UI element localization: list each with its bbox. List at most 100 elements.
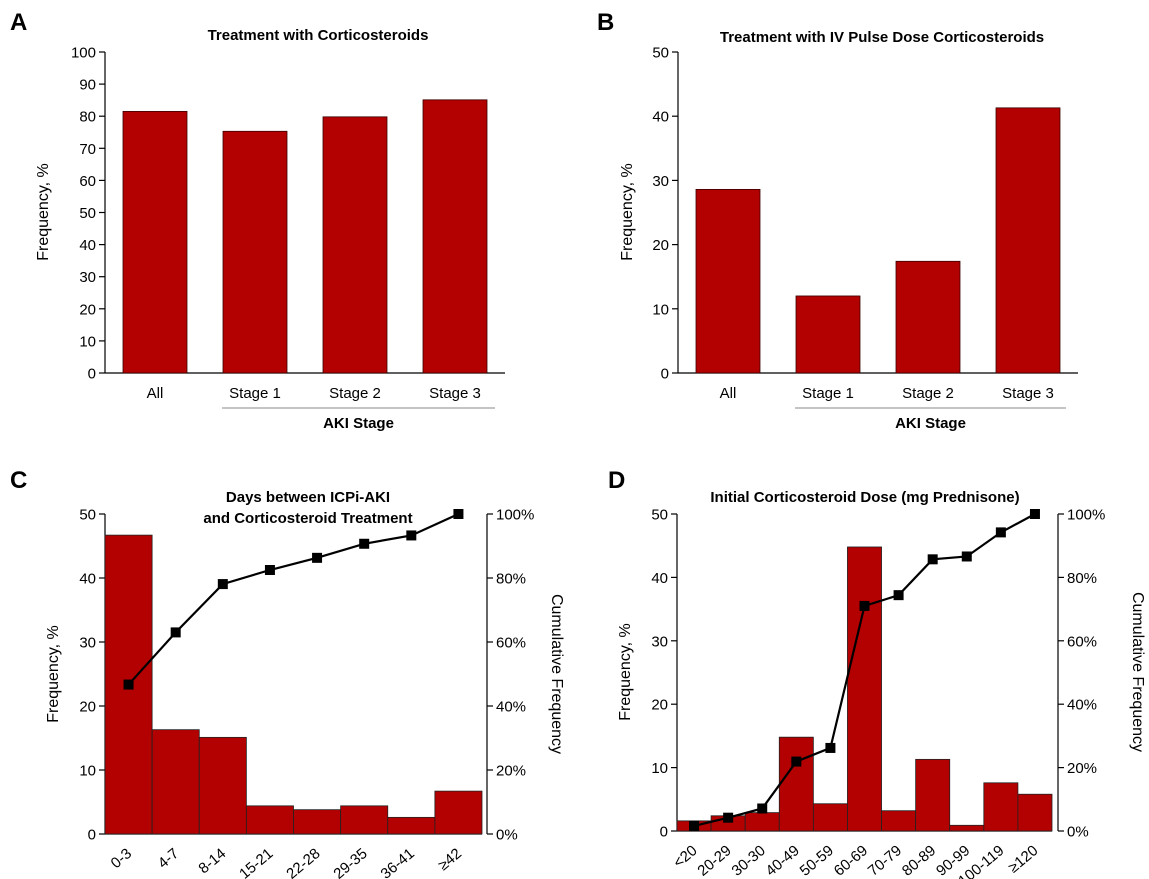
x-tick-label-d: 40-49 bbox=[763, 842, 803, 879]
cumulative-marker-c-3 bbox=[217, 579, 228, 590]
y-axis-label-d: Frequency, % bbox=[617, 623, 634, 721]
y-tick-label-c: 10 bbox=[79, 763, 96, 780]
chart-title-c-line-2: and Corticosteroid Treatment bbox=[203, 510, 412, 527]
x-tick-label-d: 20-29 bbox=[694, 842, 734, 879]
y2-tick-label-d: 60% bbox=[1067, 633, 1097, 650]
y-tick-label-a: 80 bbox=[79, 109, 96, 126]
bar-d-11 bbox=[1017, 793, 1053, 832]
y-tick-label-d: 0 bbox=[660, 824, 668, 841]
y-tick-label-d: 20 bbox=[651, 697, 668, 714]
x-tick-label-a: Stage 2 bbox=[329, 385, 381, 402]
bar-a-2 bbox=[222, 130, 288, 374]
chart-panel-b: Treatment with IV Pulse Dose Corticoster… bbox=[619, 29, 1078, 432]
x-tick-label-d: 30-30 bbox=[728, 842, 768, 879]
bar-d-10 bbox=[983, 782, 1019, 832]
y-tick-label-a: 50 bbox=[79, 205, 96, 222]
x-tick-label-c: 0-3 bbox=[108, 845, 136, 872]
chart-title-c-line-1: Days between ICPi-AKI bbox=[226, 489, 390, 506]
cumulative-marker-c-2 bbox=[170, 627, 181, 638]
x-tick-label-a: Stage 1 bbox=[229, 385, 281, 402]
y2-tick-label-c: 40% bbox=[496, 699, 526, 716]
y2-axis-label-c: Cumulative Frequency bbox=[548, 594, 565, 754]
panel-label-a: A bbox=[10, 9, 27, 36]
y2-tick-label-d: 20% bbox=[1067, 760, 1097, 777]
bar-c-7 bbox=[387, 816, 436, 835]
y-tick-label-d: 30 bbox=[651, 633, 668, 650]
bar-b-1 bbox=[695, 188, 761, 374]
bar-c-3 bbox=[198, 736, 247, 835]
cumulative-marker-d-8 bbox=[927, 554, 938, 565]
cumulative-marker-c-6 bbox=[359, 538, 370, 549]
x-tick-label-b: Stage 2 bbox=[902, 385, 954, 402]
y-tick-label-a: 0 bbox=[88, 366, 96, 383]
x-tick-label-d: 50-59 bbox=[797, 842, 837, 879]
bar-a-4 bbox=[422, 99, 488, 374]
cumulative-marker-d-3 bbox=[757, 803, 768, 814]
y-tick-label-c: 50 bbox=[79, 507, 96, 524]
y-tick-label-d: 10 bbox=[651, 760, 668, 777]
y-tick-label-c: 0 bbox=[88, 827, 96, 844]
x-tick-label-d: 70-79 bbox=[865, 842, 905, 879]
y2-tick-label-c: 80% bbox=[496, 571, 526, 588]
x-axis-label-b: AKI Stage bbox=[895, 415, 966, 432]
x-tick-label-d: 60-69 bbox=[831, 842, 871, 879]
bar-d-4 bbox=[778, 736, 814, 832]
cumulative-marker-c-4 bbox=[264, 565, 275, 575]
bar-b-3 bbox=[895, 260, 961, 374]
x-tick-label-b: Stage 3 bbox=[1002, 385, 1054, 402]
y-tick-label-a: 10 bbox=[79, 333, 96, 350]
bar-a-3 bbox=[322, 116, 388, 374]
x-axis-label-a: AKI Stage bbox=[323, 415, 394, 432]
y-tick-label-a: 20 bbox=[79, 301, 96, 318]
y-axis-label-b: Frequency, % bbox=[619, 163, 636, 261]
y-tick-label-a: 60 bbox=[79, 173, 96, 190]
y2-tick-label-c: 100% bbox=[496, 507, 534, 524]
x-tick-label-c: 8-14 bbox=[195, 845, 229, 877]
y-tick-label-a: 70 bbox=[79, 141, 96, 158]
cumulative-marker-d-7 bbox=[893, 590, 904, 601]
x-tick-label-b: All bbox=[720, 385, 737, 402]
cumulative-marker-c-8 bbox=[453, 509, 464, 519]
bar-c-4 bbox=[245, 805, 294, 835]
bar-c-2 bbox=[151, 729, 200, 835]
y2-tick-label-d: 100% bbox=[1067, 507, 1105, 524]
y-tick-label-c: 20 bbox=[79, 699, 96, 716]
bar-d-9 bbox=[949, 824, 985, 832]
y-tick-label-b: 50 bbox=[652, 45, 669, 62]
x-tick-label-c: 29-35 bbox=[330, 845, 370, 879]
chart-panel-a: Treatment with Corticosteroids 0 10 20 30 40 5… bbox=[35, 27, 505, 432]
x-tick-label-c: 4-7 bbox=[155, 845, 183, 872]
y-tick-label-a: 40 bbox=[79, 237, 96, 254]
chart-panel-c: Days between ICPi-AKI and Corticosteroid … bbox=[45, 489, 565, 879]
y2-tick-label-c: 20% bbox=[496, 763, 526, 780]
x-tick-label-c: ≥42 bbox=[435, 845, 465, 874]
chart-title-a: Treatment with Corticosteroids bbox=[208, 27, 429, 44]
chart-panel-d: Initial Corticosteroid Dose (mg Predniso… bbox=[617, 489, 1146, 879]
x-tick-label-a: All bbox=[147, 385, 164, 402]
chart-title-b: Treatment with IV Pulse Dose Corticoster… bbox=[720, 29, 1044, 46]
y-axis-label-c: Frequency, % bbox=[45, 625, 62, 723]
y2-tick-label-d: 80% bbox=[1067, 570, 1097, 587]
cumulative-marker-c-7 bbox=[406, 530, 417, 541]
y2-tick-label-d: 40% bbox=[1067, 697, 1097, 714]
bar-c-8 bbox=[434, 790, 483, 835]
cumulative-marker-d-1 bbox=[689, 820, 700, 831]
cumulative-marker-d-5 bbox=[825, 742, 836, 753]
cumulative-marker-d-2 bbox=[723, 812, 734, 823]
bar-d-3 bbox=[744, 812, 780, 832]
y-tick-label-b: 0 bbox=[661, 366, 669, 383]
panel-label-d: D bbox=[608, 467, 625, 494]
x-tick-label-c: 22-28 bbox=[283, 845, 323, 879]
y-tick-label-b: 10 bbox=[652, 301, 669, 318]
bar-d-7 bbox=[881, 810, 917, 832]
y2-axis-label-d: Cumulative Frequency bbox=[1129, 592, 1146, 752]
bar-b-2 bbox=[795, 295, 861, 374]
y-tick-label-d: 50 bbox=[651, 507, 668, 524]
cumulative-marker-d-4 bbox=[791, 756, 802, 767]
bar-a-1 bbox=[122, 110, 188, 374]
cumulative-marker-c-5 bbox=[312, 552, 323, 563]
y-tick-label-c: 40 bbox=[79, 571, 96, 588]
y-tick-label-d: 40 bbox=[651, 570, 668, 587]
y2-tick-label-d: 0% bbox=[1067, 824, 1089, 841]
